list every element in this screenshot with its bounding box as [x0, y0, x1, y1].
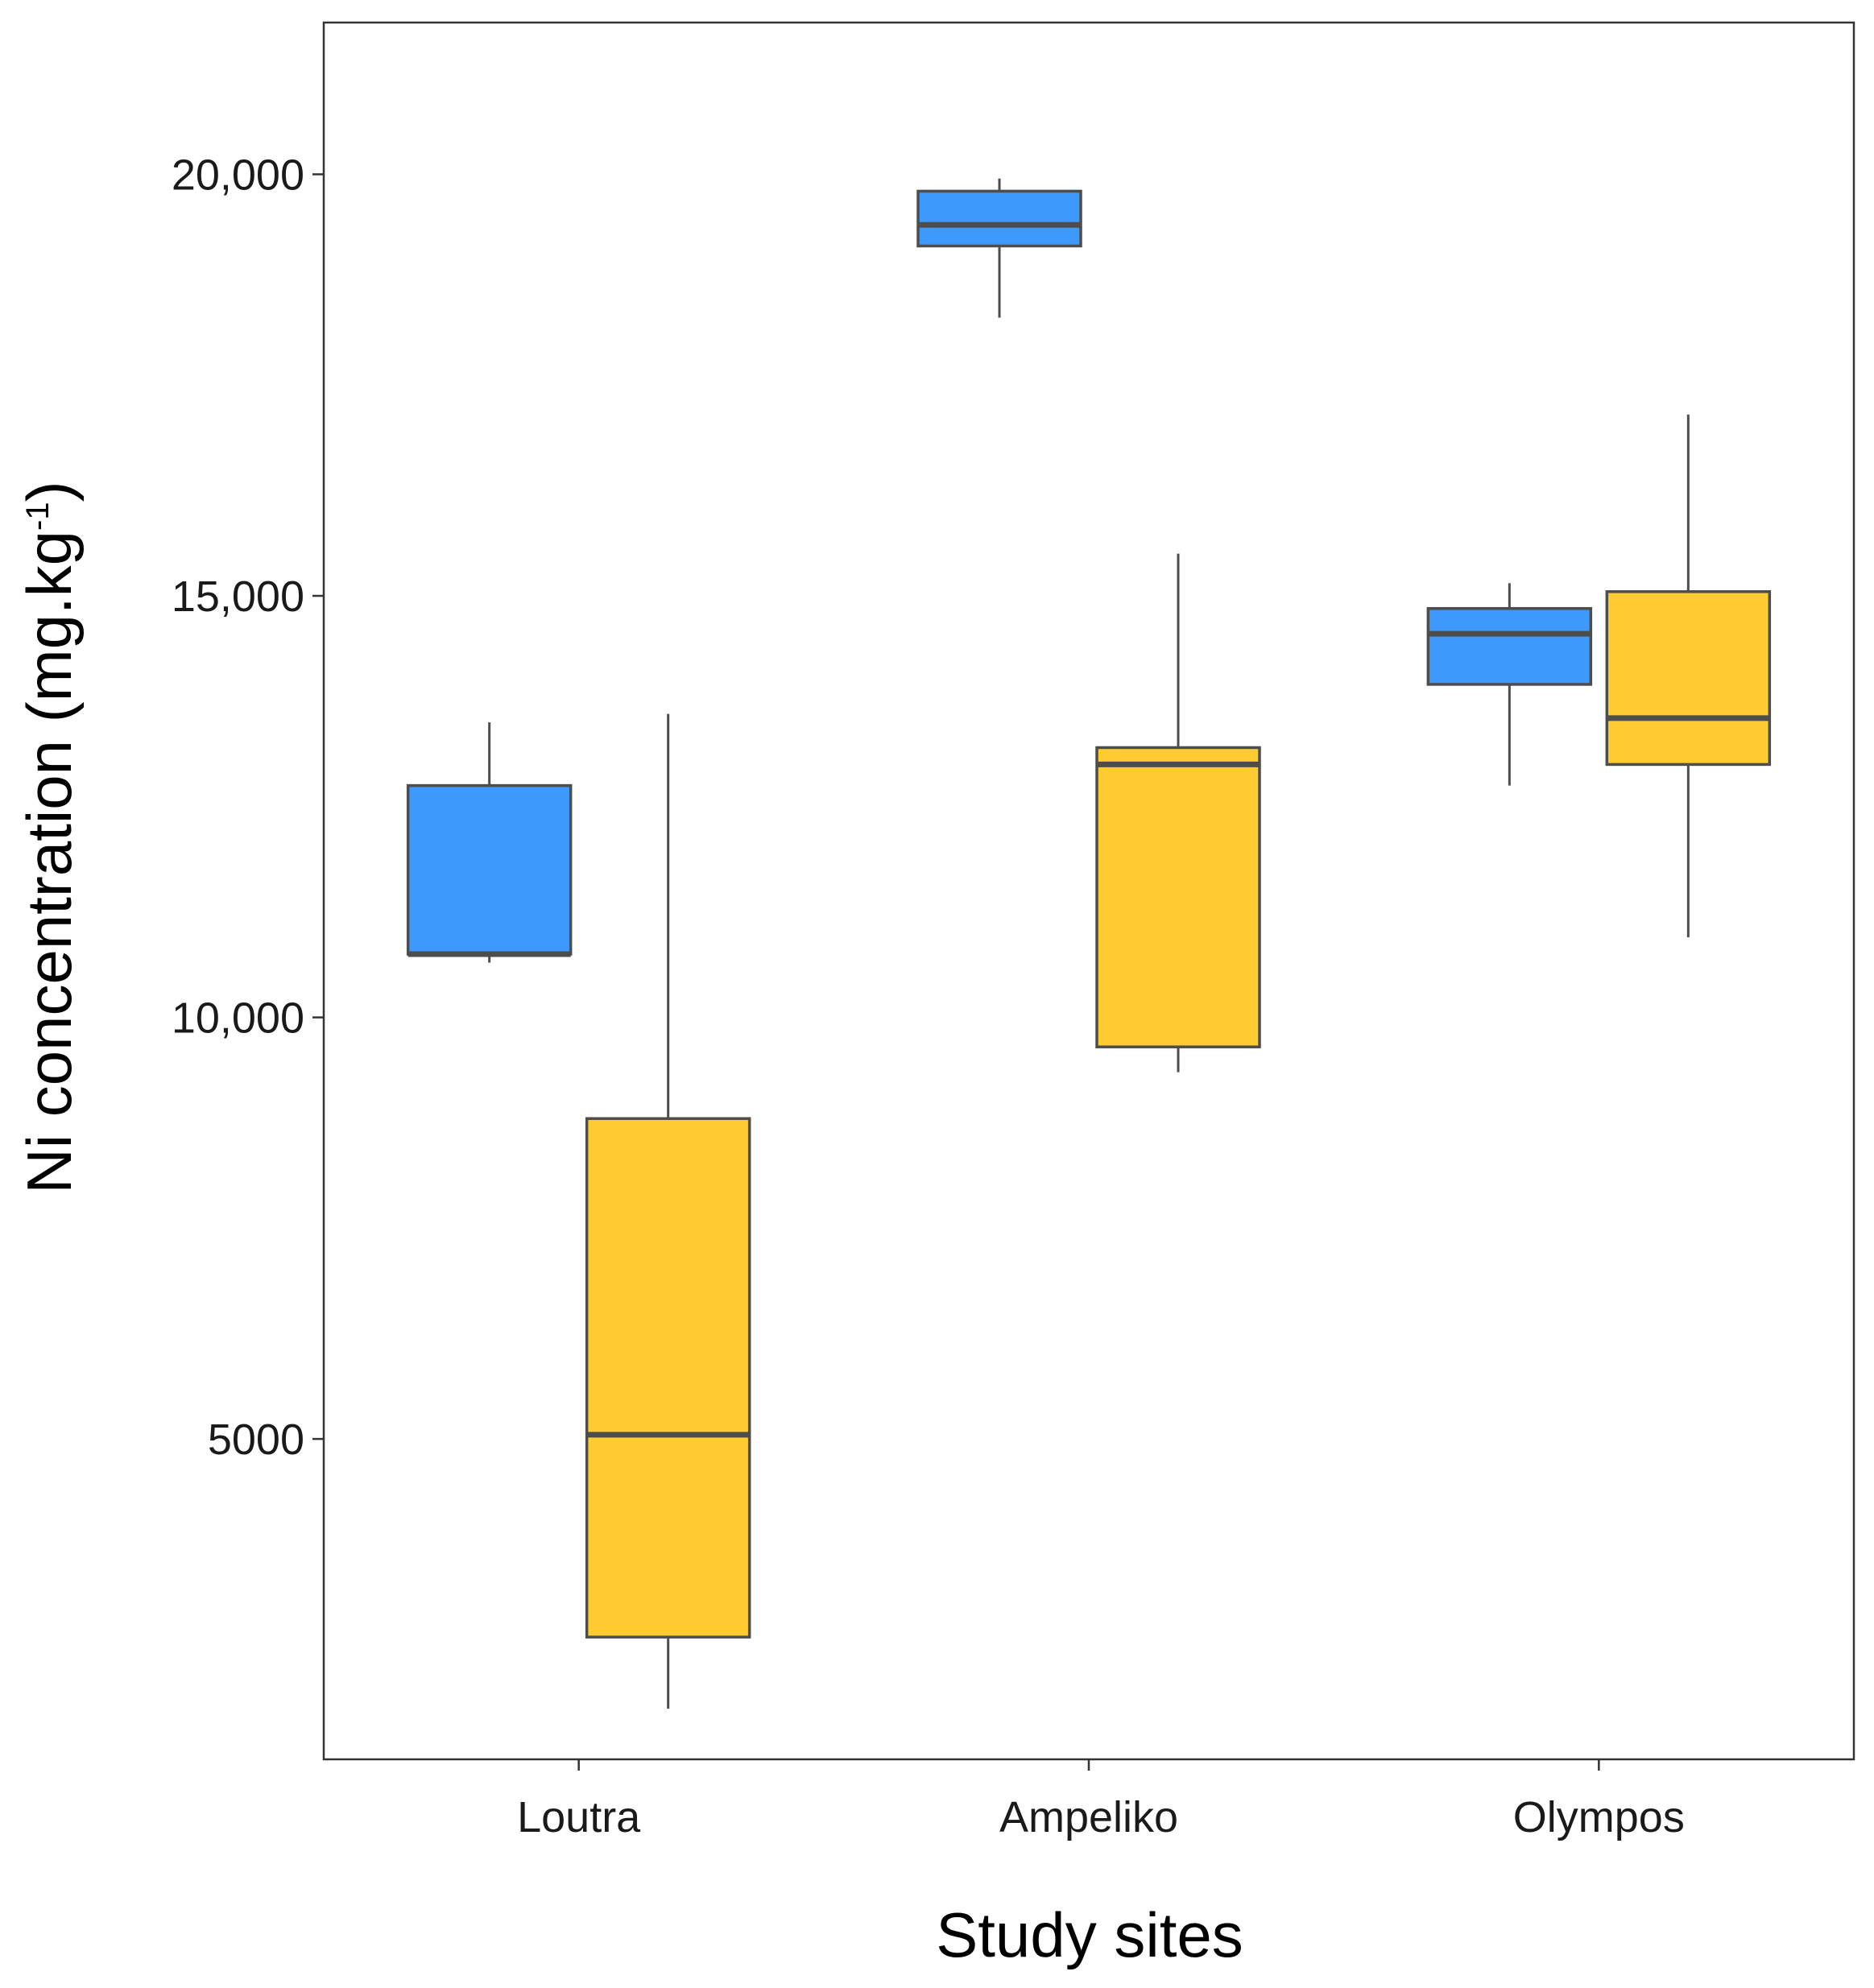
box-olympos-series-1: [1426, 583, 1593, 786]
box-loutra-series-1: [406, 722, 573, 963]
iqr-box: [1426, 606, 1593, 686]
iqr-box: [585, 1117, 751, 1639]
x-tick-label: Loutra: [517, 1793, 641, 1841]
x-tick-label: Olympos: [1513, 1793, 1685, 1841]
x-tick-label: Ampeliko: [999, 1793, 1178, 1841]
iqr-box: [1095, 746, 1261, 1048]
y-tick-label: 5000: [208, 1416, 304, 1464]
y-tick-label: 10,000: [172, 994, 304, 1043]
iqr-box: [916, 189, 1082, 248]
iqr-box: [406, 783, 573, 956]
box-loutra-series-2: [585, 713, 751, 1709]
axes: 5000 10,000 15,000 20,000 Loutra Ampeliko Olym…: [172, 21, 1855, 1841]
iqr-box: [1605, 590, 1772, 767]
plot-area: [406, 178, 1772, 1709]
box-ampeliko-series-2: [1095, 553, 1261, 1073]
y-axis-title-text: Ni concentration (mg.kg: [14, 531, 85, 1194]
box-ampeliko-series-1: [916, 178, 1082, 318]
y-tick-label: 20,000: [172, 151, 304, 199]
box-olympos-series-2: [1605, 414, 1772, 938]
y-axis-title: Ni concentration (mg.kg-1): [14, 481, 85, 1193]
x-axis-title: Study sites: [936, 1899, 1243, 1970]
y-axis-title-closing: ): [14, 481, 85, 502]
y-axis-title-superscript: -1: [20, 502, 56, 531]
y-tick-label: 15,000: [172, 572, 304, 621]
